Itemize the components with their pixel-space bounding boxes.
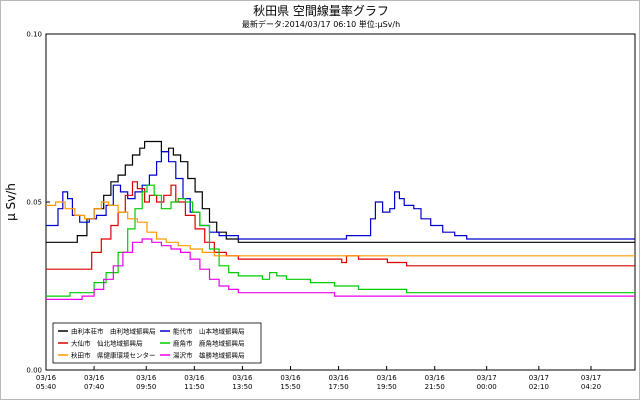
x-tick-time: 13:50 <box>232 383 252 391</box>
legend-entry: 大仙市 仙北地域振興局 <box>71 339 143 348</box>
series-line <box>46 201 635 257</box>
legend-entry: 湯沢市 雄勝地域振興局 <box>173 351 245 360</box>
series-line <box>46 184 635 297</box>
x-tick-time: 15:50 <box>280 383 300 391</box>
x-tick-date: 03/16 <box>36 374 57 382</box>
legend-box <box>52 322 262 364</box>
x-tick-time: 21:50 <box>425 383 445 391</box>
x-tick-time: 07:40 <box>84 383 104 391</box>
x-tick-time: 00:00 <box>477 383 497 391</box>
x-tick-time: 05:40 <box>36 383 56 391</box>
y-axis-label: μ Sv/h <box>4 183 18 221</box>
x-tick-date: 03/17 <box>477 374 497 382</box>
x-tick-time: 11:50 <box>184 383 204 391</box>
x-tick-date: 03/17 <box>529 374 549 382</box>
x-tick-date: 03/16 <box>280 374 301 382</box>
y-tick-group: 0.00 0.05 0.10 <box>26 31 50 375</box>
x-tick-time: 17:50 <box>328 383 348 391</box>
x-tick-date: 03/16 <box>84 374 105 382</box>
x-tick-time: 02:10 <box>529 383 549 391</box>
x-tick-date: 03/16 <box>184 374 205 382</box>
legend-entry: 由利本荘市 由利地域振興局 <box>71 327 156 336</box>
legend-entry: 鹿角市 鹿角地域振興局 <box>173 339 245 348</box>
x-tick-date: 03/16 <box>232 374 253 382</box>
x-tick-date: 03/16 <box>136 374 157 382</box>
series-line <box>46 238 635 300</box>
x-tick-group: 03/1605:4003/1607:4003/1609:5003/1611:50… <box>36 366 601 391</box>
x-tick-date: 03/16 <box>425 374 446 382</box>
x-tick-date: 03/16 <box>377 374 398 382</box>
y-tick-label: 0.05 <box>26 199 42 207</box>
legend-entry: 能代市 山本地域振興局 <box>173 327 245 336</box>
legend-entry: 秋田市 県健康環境センター <box>71 351 156 360</box>
y-tick-label: 0.10 <box>26 31 42 39</box>
chart-title: 秋田県 空間線量率グラフ <box>253 3 389 18</box>
plot-area <box>45 33 636 371</box>
x-tick-date: 03/17 <box>581 374 601 382</box>
x-tick-date: 03/16 <box>328 374 349 382</box>
x-tick-time: 19:50 <box>377 383 397 391</box>
chart-subtitle: 最新データ:2014/03/17 06:10 単位:μSv/h <box>242 19 400 29</box>
y-tick-label: 0.00 <box>26 367 42 375</box>
series-group <box>46 140 635 300</box>
x-tick-time: 09:50 <box>136 383 156 391</box>
x-tick-time: 04:20 <box>581 383 601 391</box>
